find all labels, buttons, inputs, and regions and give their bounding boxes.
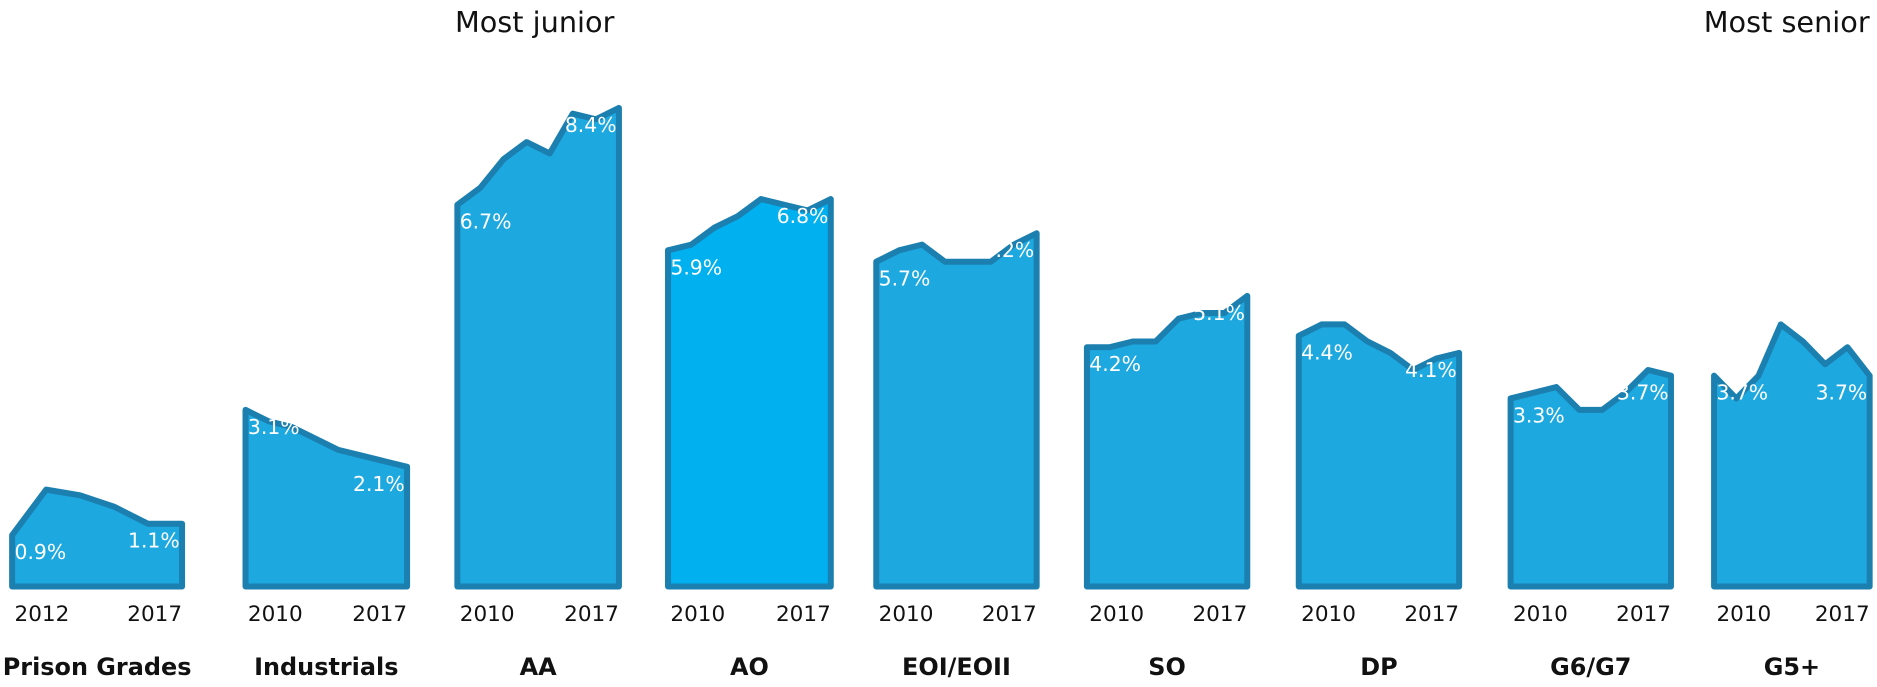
x-tick-label: 2010 bbox=[1716, 602, 1771, 627]
category-label: G5+ bbox=[1764, 653, 1820, 681]
value-label: 8.4% bbox=[565, 113, 617, 137]
x-tick-label: 2010 bbox=[460, 602, 515, 627]
area bbox=[873, 230, 1040, 590]
x-tick-label: 2010 bbox=[1089, 602, 1144, 627]
x-tick-label: 2017 bbox=[1192, 602, 1247, 627]
category-label: DP bbox=[1360, 653, 1397, 681]
area bbox=[454, 104, 622, 590]
value-label: 4.2% bbox=[1089, 352, 1141, 376]
value-label: 0.9% bbox=[15, 540, 67, 564]
annotation: Most senior bbox=[1704, 5, 1870, 39]
area bbox=[9, 486, 186, 590]
x-tick-label: 2017 bbox=[776, 602, 831, 627]
value-label: 5.7% bbox=[879, 267, 931, 291]
category-label: Prison Grades bbox=[3, 653, 192, 681]
value-label: 2.1% bbox=[353, 472, 405, 496]
x-tick-label: 2017 bbox=[1616, 602, 1671, 627]
x-tick-label: 2017 bbox=[1404, 602, 1459, 627]
x-tick-label: 2010 bbox=[1513, 602, 1568, 627]
x-tick-label: 2012 bbox=[15, 602, 70, 627]
area bbox=[1711, 321, 1873, 590]
value-label: 3.7% bbox=[1816, 381, 1868, 405]
category-label: SO bbox=[1148, 653, 1186, 681]
area bbox=[665, 196, 834, 590]
value-label: 5.9% bbox=[670, 255, 722, 279]
category-label: EOI/EOII bbox=[902, 653, 1011, 681]
value-label: 3.7% bbox=[1716, 381, 1768, 405]
x-tick-label: 2017 bbox=[352, 602, 407, 627]
x-tick-label: 2017 bbox=[982, 602, 1037, 627]
x-tick-label: 2017 bbox=[127, 602, 182, 627]
value-label: 6.7% bbox=[460, 210, 512, 234]
x-tick-label: 2010 bbox=[670, 602, 725, 627]
category-label: Industrials bbox=[254, 653, 398, 681]
value-label: 6.8% bbox=[777, 204, 829, 228]
value-label: 1.1% bbox=[128, 529, 180, 553]
value-label: 5.1% bbox=[1193, 301, 1245, 325]
value-label: 3.7% bbox=[1617, 381, 1669, 405]
category-label: G6/G7 bbox=[1550, 653, 1631, 681]
area bbox=[1083, 292, 1251, 590]
x-tick-label: 2017 bbox=[1815, 602, 1870, 627]
value-label: 3.1% bbox=[248, 415, 300, 439]
area bbox=[1507, 366, 1674, 590]
category-label: AA bbox=[520, 653, 558, 681]
annotation: Most junior bbox=[455, 5, 615, 39]
x-tick-label: 2010 bbox=[1301, 602, 1356, 627]
x-tick-label: 2010 bbox=[248, 602, 303, 627]
x-tick-label: 2017 bbox=[564, 602, 619, 627]
area bbox=[1295, 321, 1463, 590]
category-label: AO bbox=[730, 653, 769, 681]
value-label: 4.4% bbox=[1301, 341, 1353, 365]
area bbox=[242, 406, 411, 590]
value-label: 4.1% bbox=[1405, 358, 1457, 382]
value-label: 6.2% bbox=[983, 238, 1035, 262]
x-tick-label: 2010 bbox=[879, 602, 934, 627]
value-label: 3.3% bbox=[1513, 403, 1565, 427]
